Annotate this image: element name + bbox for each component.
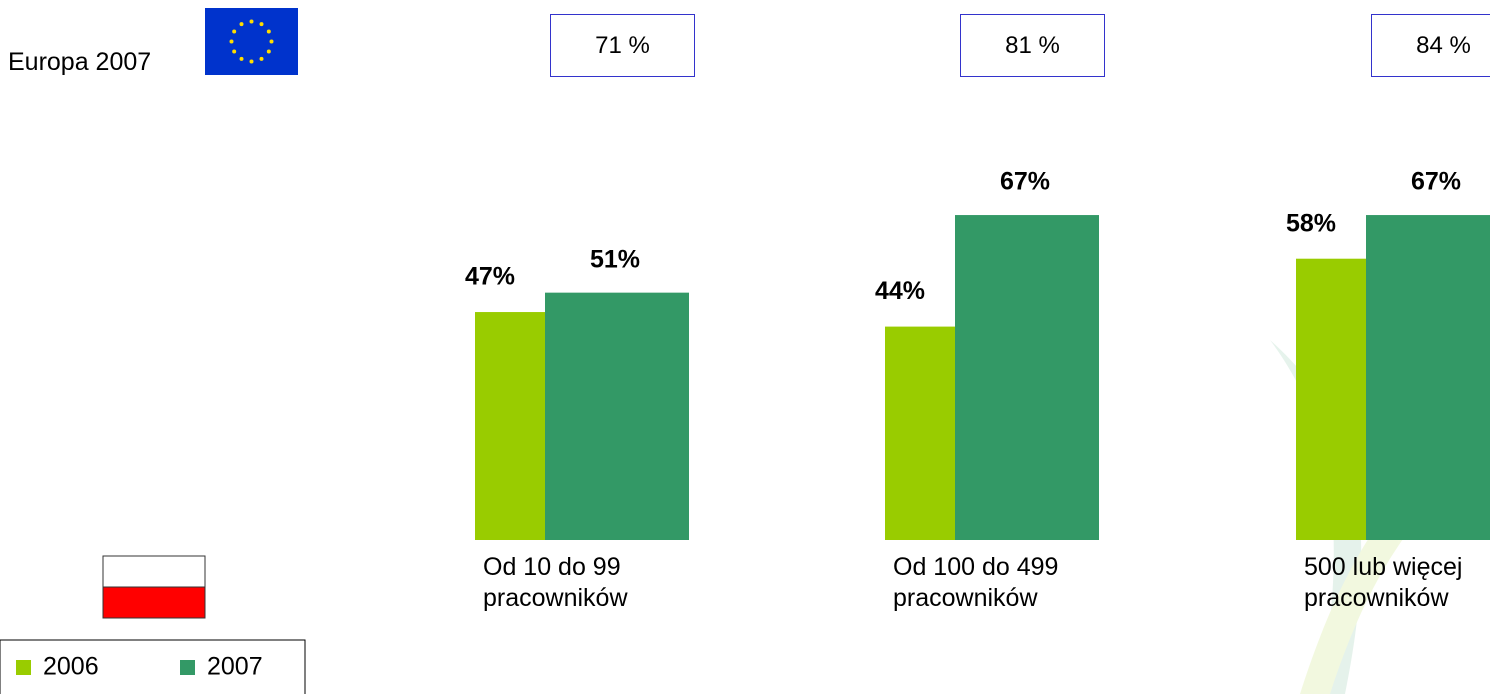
star — [269, 39, 274, 44]
flag-white — [102, 555, 206, 588]
legend-label: 2007 — [207, 653, 263, 681]
bar — [1366, 215, 1490, 541]
value-label: 44% — [875, 277, 925, 305]
europe-value: 81 % — [1005, 31, 1060, 59]
star — [232, 49, 237, 54]
legend-swatch — [180, 660, 195, 675]
star — [259, 56, 264, 61]
star — [239, 22, 244, 27]
bar — [545, 292, 689, 540]
star — [266, 29, 271, 34]
star — [229, 39, 234, 44]
legend-label: 2006 — [43, 653, 99, 681]
value-label: 58% — [1286, 209, 1336, 237]
value-label: 47% — [465, 263, 515, 291]
eu-flag — [205, 8, 298, 75]
star — [232, 29, 237, 34]
category-label: Od 10 do 99 pracowników — [483, 553, 628, 612]
value-label: 67% — [1411, 168, 1461, 196]
bar — [955, 215, 1099, 541]
star — [259, 22, 264, 27]
europe-label: Europa 2007 — [8, 48, 151, 76]
stars — [229, 19, 274, 64]
flag — [205, 8, 298, 75]
value-label: 67% — [1000, 168, 1050, 196]
europe-value: 71 % — [595, 31, 650, 59]
category-label: Od 100 do 499 pracowników — [893, 553, 1059, 612]
europe-value-box: 71 % — [550, 14, 695, 77]
pl-flag — [102, 555, 206, 619]
star — [239, 56, 244, 61]
legend-box — [0, 639, 306, 694]
europe-value: 84 % — [1416, 31, 1471, 59]
star — [249, 59, 254, 64]
category-label: 500 lub więcej pracowników — [1304, 553, 1463, 612]
star — [249, 19, 254, 24]
europe-value-box: 84 % — [1371, 14, 1490, 77]
star — [266, 49, 271, 54]
flag-red — [102, 586, 206, 619]
value-label: 51% — [590, 245, 640, 273]
legend-swatch — [16, 660, 31, 675]
leaf — [1270, 340, 1362, 694]
europe-value-box: 81 % — [960, 14, 1105, 77]
